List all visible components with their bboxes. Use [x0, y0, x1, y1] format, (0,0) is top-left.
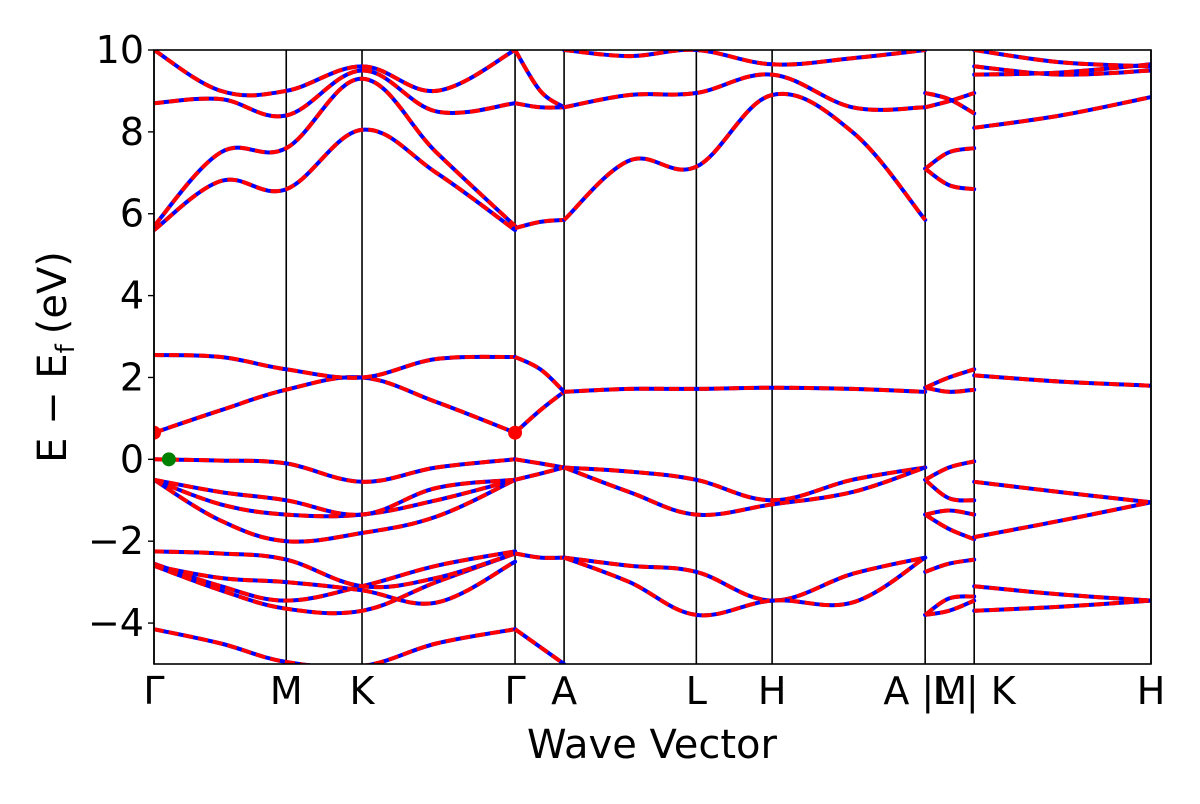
band-line-dashed: [563, 50, 926, 67]
band-line-dashed: [924, 508, 975, 517]
y-tick-label: 10: [96, 28, 144, 72]
x-tick-label: Γ: [143, 669, 164, 713]
band-line-dashed: [514, 465, 565, 482]
band-line-dashed: [514, 101, 565, 110]
x-tick-label: M: [270, 669, 303, 713]
y-tick-label: 8: [120, 110, 144, 154]
band-line-dashed: [924, 459, 975, 482]
band-line-dashed: [973, 479, 1151, 505]
band-line-dashed: [924, 91, 976, 116]
band-line-dashed: [513, 50, 566, 110]
y-axis-title-main: E − E: [30, 353, 76, 463]
band-line-dashed: [154, 477, 516, 519]
x-axis-title: Wave Vector: [527, 722, 778, 768]
band-line-solid: [154, 76, 518, 228]
band-line-dashed: [513, 627, 566, 664]
y-axis: −4 −2 0 2 4 6 8 10: [88, 28, 154, 645]
y-axis-title-unit: (eV): [30, 251, 76, 334]
band-line-dashed: [924, 91, 975, 110]
band-line-dashed: [154, 477, 516, 517]
band-line-dashed: [974, 584, 1151, 603]
band-line-dashed: [924, 167, 975, 192]
band-line-dashed: [924, 512, 975, 542]
x-tick-label: A |M: [883, 669, 967, 714]
band-line-dashed: [154, 68, 516, 119]
x-tick-label: A: [551, 669, 577, 713]
band-line-dashed: [973, 95, 1151, 130]
vbm-marker: [161, 452, 176, 467]
band-line-dashed: [154, 127, 517, 232]
band-line-dashed: [514, 457, 565, 470]
cbm-marker: [508, 425, 523, 440]
x-tick-label: Γ: [504, 669, 525, 713]
plot-frame: [153, 49, 1152, 665]
x-tick-label: L: [686, 669, 707, 713]
band-line-dashed: [974, 598, 1151, 613]
band-line-dashed: [563, 465, 926, 517]
cbm-marker: [154, 425, 161, 440]
markers-group: [154, 425, 523, 467]
band-line-dashed: [923, 478, 975, 503]
band-line-dashed: [154, 559, 517, 606]
band-line-dashed: [923, 594, 975, 617]
x-tick-label: H: [1137, 669, 1166, 713]
band-line-dashed: [154, 549, 516, 603]
bands-group: [154, 50, 1151, 664]
x-tick-label: H: [758, 669, 787, 713]
band-line-dashed: [154, 627, 516, 664]
x-tick-label: L | K: [933, 669, 1017, 714]
band-line-dashed: [514, 217, 565, 231]
band-line-dashed: [514, 551, 565, 560]
band-line-dashed: [154, 551, 516, 616]
band-line-solid: [154, 353, 518, 380]
band-line-dashed: [563, 72, 926, 112]
y-tick-label: 6: [120, 192, 144, 236]
band-line-dashed: [924, 367, 975, 390]
y-tick-label: −2: [88, 519, 144, 563]
band-line-dashed: [154, 353, 516, 380]
y-tick-label: 4: [120, 274, 144, 318]
band-line-dashed: [562, 91, 927, 222]
x-tick-label: K: [350, 669, 376, 713]
band-line-dashed: [154, 375, 516, 435]
y-axis-title: E − Ef (eV): [30, 251, 81, 463]
y-axis-title-sub: f: [51, 343, 81, 353]
band-line-solid: [154, 627, 518, 664]
band-line-dashed: [564, 385, 926, 394]
band-line-dashed: [973, 50, 1151, 69]
band-line-dashed: [154, 50, 517, 98]
y-tick-label: 2: [120, 355, 144, 399]
y-tick-label: 0: [120, 437, 144, 481]
band-line-dashed: [563, 555, 927, 618]
band-line-dashed: [973, 500, 1151, 540]
band-line-solid: [154, 375, 518, 435]
band-line-dashed: [513, 390, 566, 435]
band-line-dashed: [924, 557, 975, 574]
kpoint-lines: [153, 50, 1152, 664]
band-line-dashed: [924, 598, 975, 617]
band-line-dashed: [154, 76, 517, 228]
band-line-dashed: [514, 355, 566, 394]
band-line-dashed: [563, 555, 926, 603]
y-tick-label: −4: [88, 601, 144, 645]
band-line-dashed: [924, 385, 975, 394]
band-line-dashed: [154, 549, 516, 590]
band-line-dashed: [563, 465, 926, 503]
band-line-dashed: [974, 373, 1151, 388]
band-line-dashed: [974, 64, 1151, 77]
band-line-dashed: [924, 146, 975, 171]
band-line-dashed: [154, 477, 516, 544]
band-line-dashed: [154, 457, 516, 484]
band-line-solid: [513, 50, 567, 110]
